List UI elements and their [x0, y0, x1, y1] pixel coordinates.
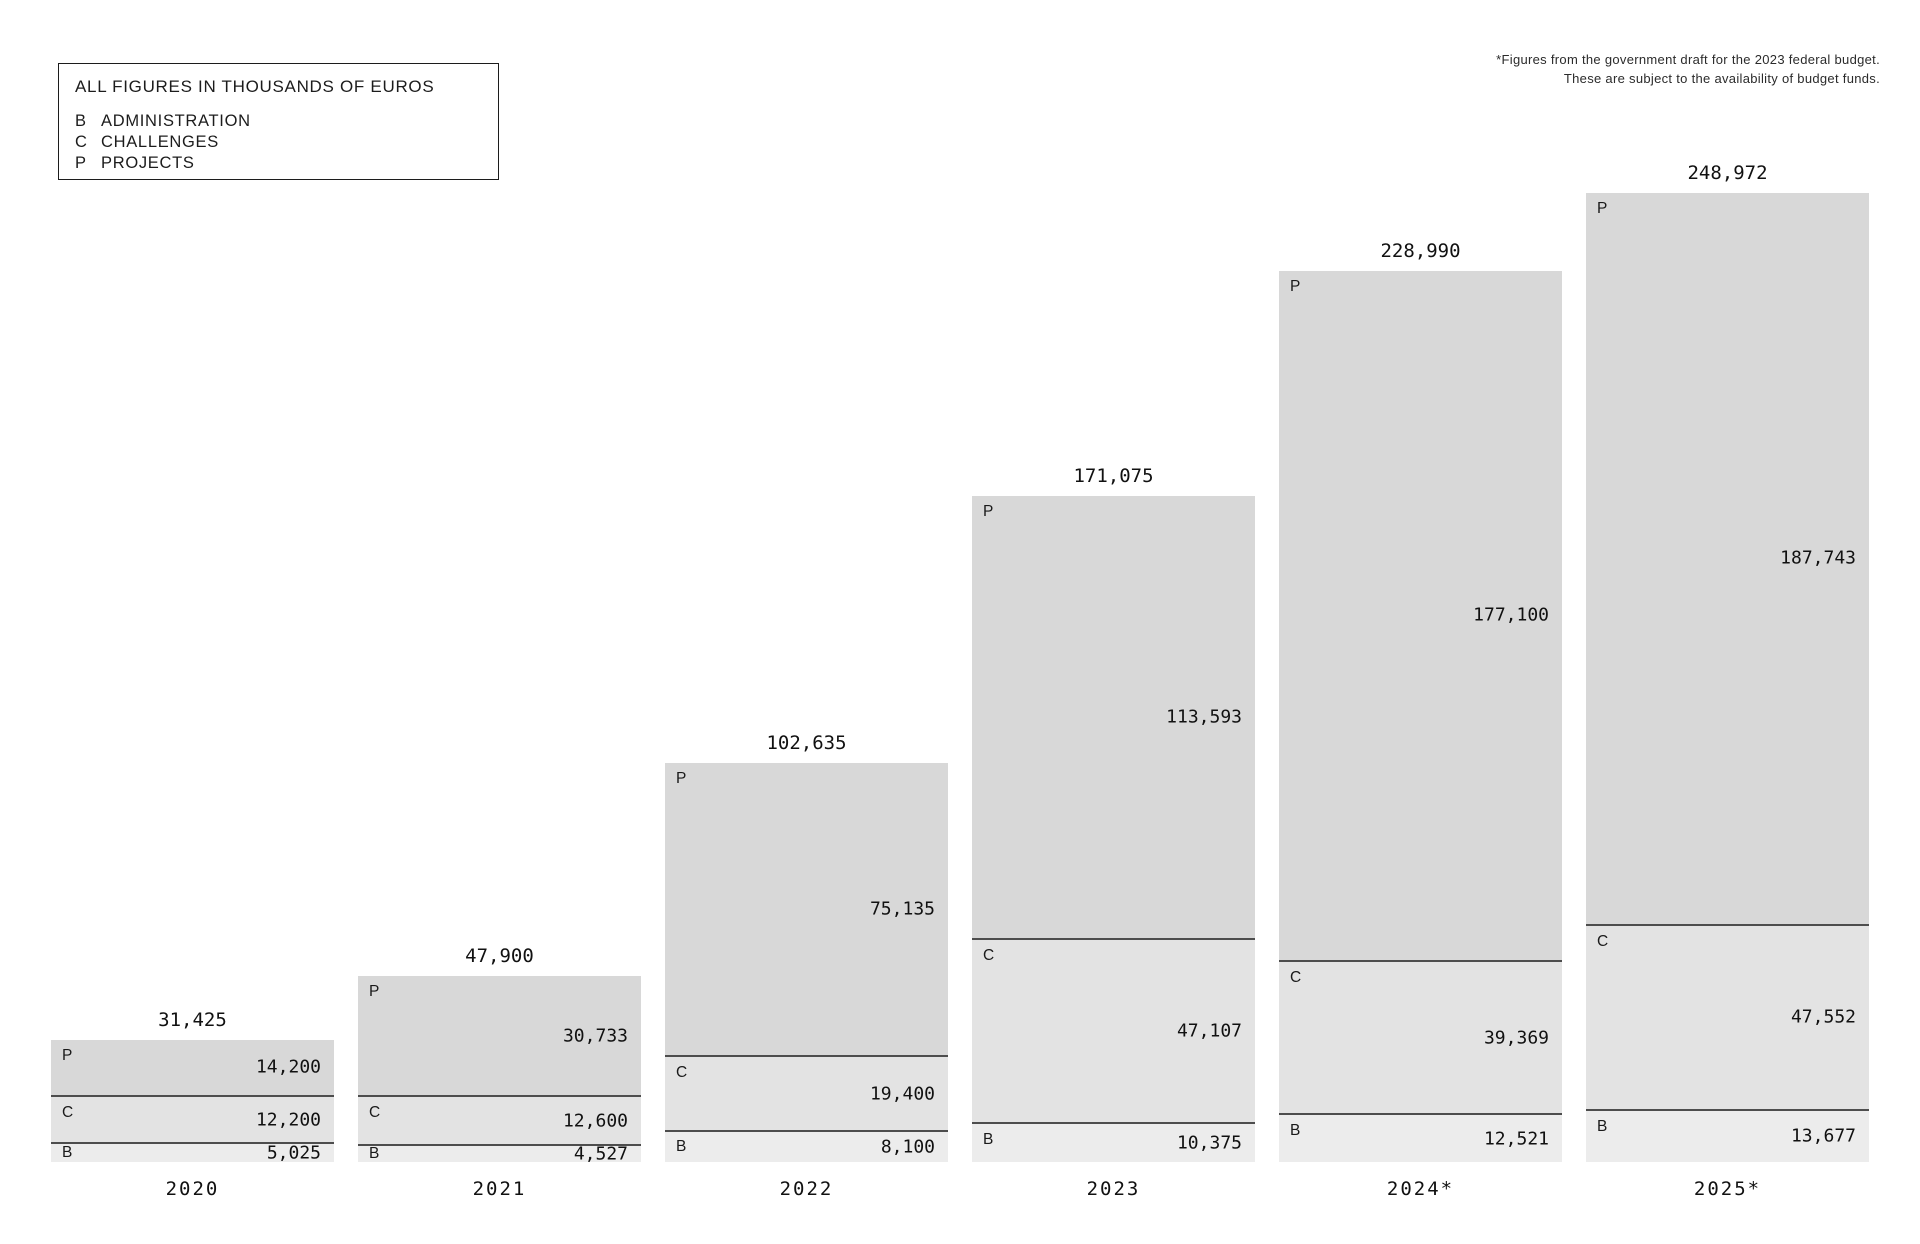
bar-total-label: 228,990: [1380, 239, 1461, 262]
legend-item-projects: P PROJECTS: [75, 153, 482, 174]
bar-group-2021: 47,900 P 30,733 C 12,600 B 4,527 2021: [358, 945, 641, 1200]
x-axis-label: 2023: [1086, 1178, 1141, 1200]
segment-value: 177,100: [1473, 604, 1549, 626]
bar-segment-p: P 14,200: [51, 1039, 334, 1095]
legend-code: C: [75, 133, 88, 151]
bar-segment-p: P 75,135: [665, 762, 948, 1055]
bar-segment-p: P 187,743: [1586, 193, 1869, 924]
segment-letter: C: [62, 1103, 74, 1121]
chart-units-note: ALL FIGURES IN THOUSANDS OF EUROS: [75, 77, 435, 96]
legend-label: ADMINISTRATION: [101, 112, 251, 130]
bar-segment-c: C 39,369: [1279, 960, 1562, 1114]
segment-letter: B: [1597, 1117, 1608, 1135]
bar-stack: P 14,200 C 12,200 B 5,025: [51, 1039, 334, 1164]
segment-letter: C: [983, 947, 995, 965]
segment-value: 10,375: [1176, 1132, 1242, 1154]
segment-value: 113,593: [1166, 706, 1242, 728]
segment-letter: P: [983, 503, 994, 521]
segment-value: 47,552: [1790, 1006, 1856, 1028]
segment-value: 19,400: [869, 1083, 935, 1105]
legend-label: CHALLENGES: [101, 133, 219, 151]
legend-code: P: [75, 154, 87, 172]
segment-value: 8,100: [880, 1136, 935, 1158]
bar-total-label: 31,425: [158, 1008, 227, 1031]
bar-total-label: 248,972: [1687, 162, 1768, 184]
segment-value: 14,200: [255, 1056, 321, 1078]
bar-segment-b: B 4,527: [358, 1143, 641, 1165]
bar-segment-p: P 113,593: [972, 496, 1255, 939]
segment-letter: P: [676, 769, 687, 787]
bar-segment-c: C 47,552: [1586, 923, 1869, 1109]
segment-value: 5,025: [266, 1142, 321, 1164]
bar-stack: P 113,593 C 47,107 B 10,375: [972, 496, 1255, 1162]
segment-value: 13,677: [1790, 1125, 1856, 1147]
bar-stack: P 30,733 C 12,600 B 4,527: [358, 975, 641, 1165]
legend-box: ALL FIGURES IN THOUSANDS OF EUROS B ADMI…: [58, 63, 499, 180]
x-axis-label: 2025*: [1693, 1178, 1762, 1200]
segment-value: 75,135: [869, 898, 935, 920]
bar-segment-b: B 5,025: [51, 1142, 334, 1164]
bar-segment-b: B 10,375: [972, 1121, 1255, 1162]
segment-letter: C: [1290, 969, 1302, 987]
bar-segment-p: P 177,100: [1279, 270, 1562, 961]
segment-value: 30,733: [562, 1025, 628, 1047]
bar-segment-c: C 19,400: [665, 1054, 948, 1131]
bar-stack: P 75,135 C 19,400 B 8,100: [665, 762, 948, 1162]
segment-letter: C: [369, 1104, 381, 1122]
bar-total-label: 47,900: [465, 944, 534, 967]
bar-total-label: 102,635: [766, 731, 847, 754]
segment-letter: P: [369, 982, 380, 1000]
bar-group-2024: 228,990 P 177,100 C 39,369 B 12,521 2024*: [1279, 240, 1562, 1200]
bar-stack: P 177,100 C 39,369 B 12,521: [1279, 270, 1562, 1162]
segment-letter: P: [1290, 277, 1301, 295]
footnote-line-1: *Figures from the government draft for t…: [1496, 52, 1880, 67]
bar-segment-c: C 12,200: [51, 1094, 334, 1143]
segment-letter: P: [1597, 200, 1608, 218]
bar-segment-b: B 8,100: [665, 1130, 948, 1162]
legend-items: B ADMINISTRATION C CHALLENGES P PROJECTS: [75, 111, 482, 174]
x-axis-label: 2024*: [1386, 1178, 1455, 1200]
legend-item-administration: B ADMINISTRATION: [75, 111, 482, 132]
segment-value: 47,107: [1176, 1020, 1242, 1042]
legend-label: PROJECTS: [101, 154, 195, 172]
legend-code: B: [75, 112, 87, 130]
bar-group-2025: 248,972 P 187,743 C 47,552 B 13,677 2025*: [1586, 162, 1869, 1200]
x-axis-label: 2020: [165, 1178, 220, 1200]
bar-segment-b: B 13,677: [1586, 1108, 1869, 1162]
bar-segment-p: P 30,733: [358, 975, 641, 1096]
bar-group-2022: 102,635 P 75,135 C 19,400 B 8,100 2022: [665, 732, 948, 1200]
segment-letter: B: [62, 1144, 73, 1162]
segment-letter: P: [62, 1046, 73, 1064]
x-axis-label: 2021: [472, 1178, 527, 1200]
bar-total-label: 171,075: [1073, 465, 1154, 488]
segment-value: 187,743: [1780, 547, 1856, 569]
bar-segment-c: C 12,600: [358, 1095, 641, 1145]
bar-stack: P 187,743 C 47,552 B 13,677: [1586, 193, 1869, 1162]
segment-value: 4,527: [573, 1143, 628, 1165]
segment-value: 12,200: [255, 1109, 321, 1131]
bar-group-2020: 31,425 P 14,200 C 12,200 B 5,025 2020: [51, 1009, 334, 1200]
footnote-line-2: These are subject to the availability of…: [1563, 71, 1880, 86]
segment-letter: B: [676, 1138, 687, 1156]
segment-letter: B: [369, 1145, 380, 1163]
x-axis-label: 2022: [779, 1178, 834, 1200]
segment-value: 12,600: [562, 1110, 628, 1132]
segment-value: 39,369: [1483, 1027, 1549, 1049]
bar-segment-b: B 12,521: [1279, 1113, 1562, 1162]
segment-letter: B: [1290, 1122, 1301, 1140]
bar-segment-c: C 47,107: [972, 938, 1255, 1122]
bar-group-2023: 171,075 P 113,593 C 47,107 B 10,375 2023: [972, 465, 1255, 1200]
segment-letter: C: [1597, 932, 1609, 950]
segment-letter: B: [983, 1130, 994, 1148]
segment-value: 12,521: [1483, 1128, 1549, 1150]
legend-item-challenges: C CHALLENGES: [75, 132, 482, 153]
footnote: *Figures from the government draft for t…: [1496, 50, 1880, 88]
segment-letter: C: [676, 1063, 688, 1081]
